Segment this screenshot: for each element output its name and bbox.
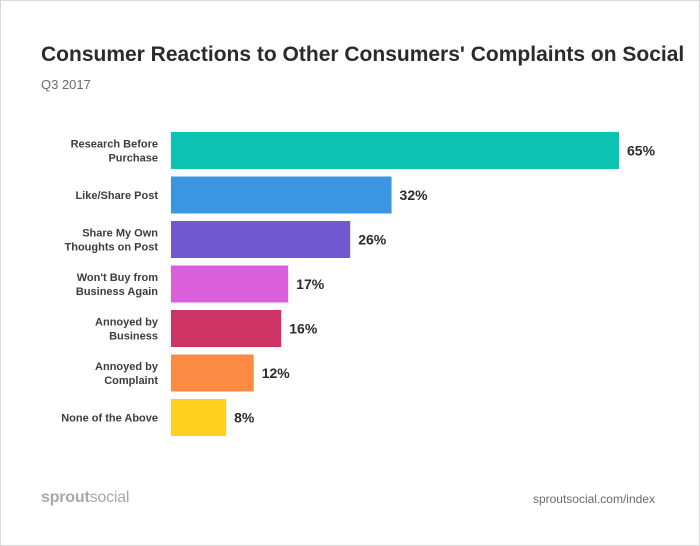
category-label-0: Research Before Purchase [71,139,158,165]
category-label-3: Won't Buy from Business Again [76,272,158,298]
value-label-4: 16% [289,321,318,337]
value-label-5: 12% [262,365,291,381]
category-label-1: Like/Share Post [75,190,158,202]
brand-name-bold: sprout [41,489,90,506]
bar-5 [171,354,254,392]
chart-subtitle: Q3 2017 [41,77,91,92]
bar-1 [171,176,392,214]
chart-title: Consumer Reactions to Other Consumers' C… [41,43,685,66]
value-label-3: 17% [296,276,325,292]
value-label-6: 8% [234,410,255,426]
value-label-0: 65% [627,143,656,159]
category-label-5: Annoyed by Complaint [95,361,159,387]
category-label-4: Annoyed by Business [95,317,159,343]
value-label-1: 32% [400,187,429,203]
source-url: sproutsocial.com/index [532,492,655,506]
bar-0 [171,132,619,169]
bar-3 [171,265,289,303]
bar-6 [171,399,227,436]
brand-name-light: social [89,489,130,506]
category-label-6: None of the Above [61,413,158,425]
bar-4 [171,310,282,347]
value-label-2: 26% [358,232,387,248]
bar-2 [171,221,351,258]
sproutsocial-logo: sproutsocial [41,489,129,507]
category-label-2: Share My Own Thoughts on Post [65,228,159,254]
